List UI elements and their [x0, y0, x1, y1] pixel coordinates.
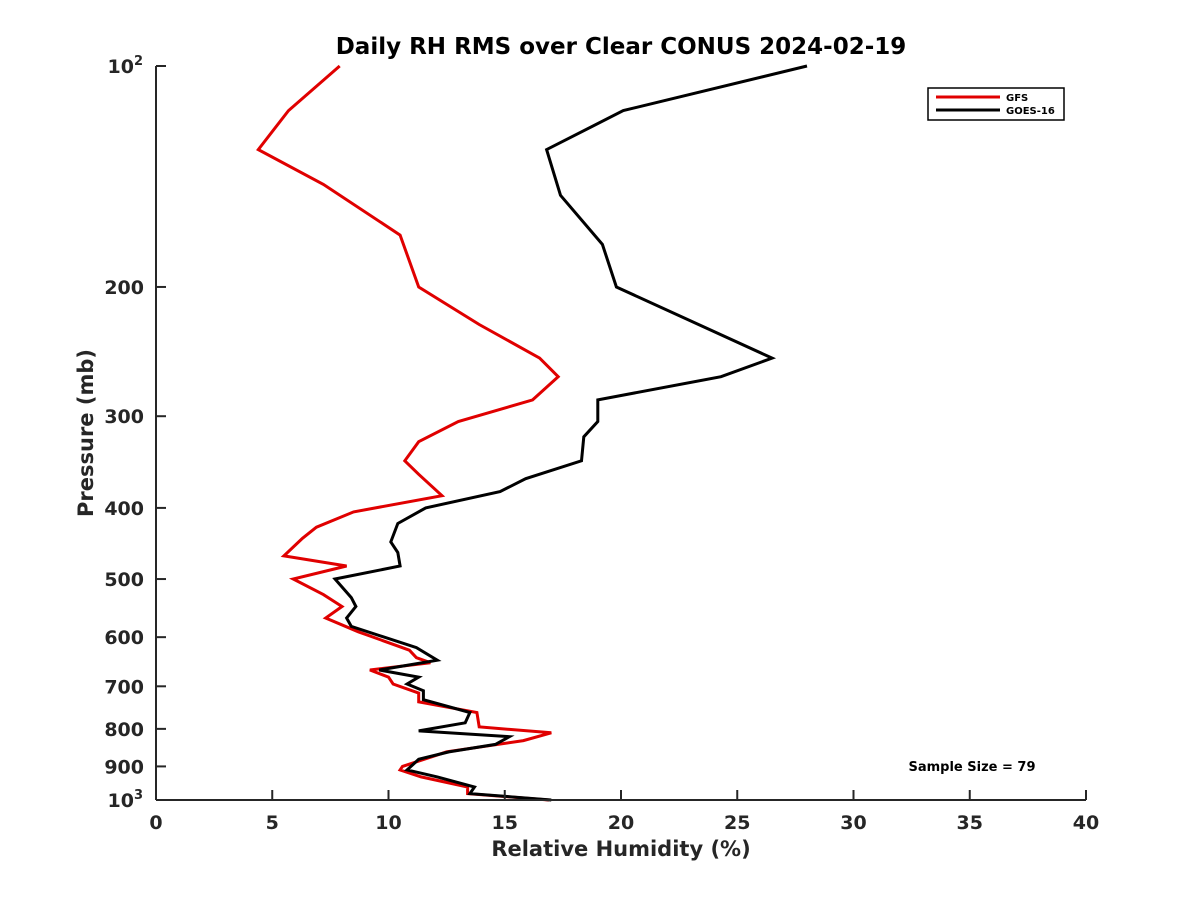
x-tick-label: 25: [724, 812, 750, 834]
sample-size-annotation: Sample Size = 79: [908, 760, 1035, 775]
x-tick-label: 30: [840, 812, 866, 834]
y-axis-label: Pressure (mb): [74, 349, 98, 517]
x-axis-label: Relative Humidity (%): [491, 837, 750, 861]
y-tick-label: 10: [108, 56, 134, 78]
x-tick-label: 40: [1073, 812, 1099, 834]
y-tick-label: 400: [104, 498, 144, 520]
legend-label-gfs: GFS: [1006, 93, 1028, 104]
x-tick-label: 15: [492, 812, 518, 834]
series-line-goes-16: [332, 64, 808, 802]
legend-box: [927, 87, 1065, 121]
x-tick-label: 5: [266, 812, 279, 834]
legend-label-goes-16: GOES-16: [1006, 106, 1055, 117]
series-lines: [256, 64, 808, 802]
x-axis-ticks: 0 5 10 15 20 25 30 35 40: [149, 790, 1099, 834]
x-tick-label: 20: [608, 812, 634, 834]
y-tick-label: 900: [104, 756, 144, 778]
x-tick-label: 0: [149, 812, 162, 834]
x-tick-label: 35: [957, 812, 983, 834]
y-tick-label: 300: [104, 406, 144, 428]
y-tick-exponent: 3: [134, 788, 143, 803]
y-tick-label: 800: [104, 719, 144, 741]
y-tick-label: 200: [104, 277, 144, 299]
y-tick-label: 10: [108, 790, 134, 812]
y-tick-label: 500: [104, 569, 144, 591]
y-tick-label: 700: [104, 676, 144, 698]
chart-title: Daily RH RMS over Clear CONUS 2024-02-19: [336, 34, 907, 60]
x-tick-label: 10: [375, 812, 401, 834]
series-line-gfs: [256, 64, 561, 802]
legend: GFS GOES-16: [927, 87, 1065, 121]
y-tick-label: 600: [104, 627, 144, 649]
y-tick-exponent: 2: [134, 54, 143, 69]
